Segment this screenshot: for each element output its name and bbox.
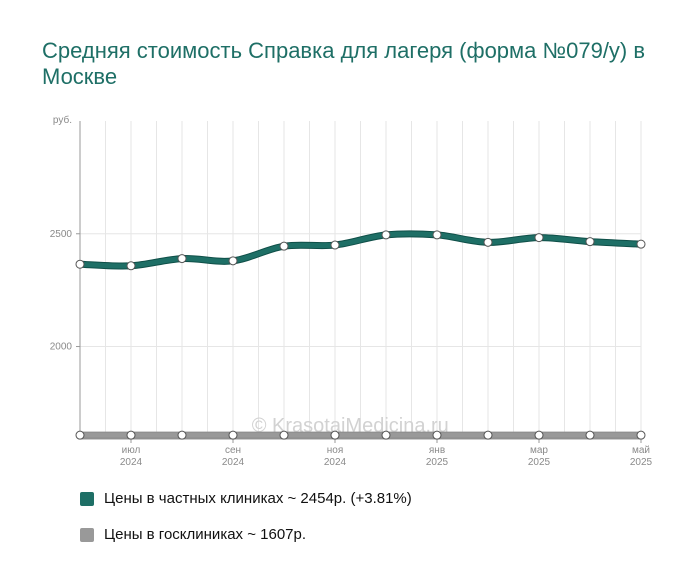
x-tick-label-month: май bbox=[632, 445, 650, 456]
x-tick-label-month: мар bbox=[530, 445, 548, 456]
y-tick-label: 2000 bbox=[50, 342, 73, 353]
data-point bbox=[75, 259, 85, 269]
data-point bbox=[177, 254, 187, 264]
data-point bbox=[432, 430, 442, 440]
x-tick-label-year: 2025 bbox=[528, 457, 551, 468]
data-point bbox=[534, 430, 544, 440]
x-tick-label-year: 2024 bbox=[120, 457, 143, 468]
data-point bbox=[636, 239, 646, 249]
tick-labels: 20002500руб.июл2024сен2024ноя2024янв2025… bbox=[50, 114, 653, 468]
legend-item-private[interactable]: Цены в частных клиниках ~ 2454р. (+3.81%… bbox=[80, 490, 412, 507]
legend-swatch bbox=[80, 491, 94, 506]
data-point bbox=[228, 256, 238, 266]
data-point bbox=[330, 240, 340, 250]
data-point bbox=[585, 237, 595, 247]
data-point bbox=[126, 430, 136, 440]
x-tick-label-month: июл bbox=[122, 445, 141, 456]
x-tick-label-year: 2024 bbox=[222, 457, 245, 468]
data-point bbox=[483, 430, 493, 440]
data-point bbox=[228, 430, 238, 440]
series-layer bbox=[75, 230, 646, 440]
x-tick-label-month: ноя bbox=[327, 445, 344, 456]
data-point bbox=[177, 430, 187, 440]
data-point bbox=[75, 430, 85, 440]
data-point bbox=[381, 430, 391, 440]
data-point bbox=[585, 430, 595, 440]
legend-label: Цены в частных клиниках ~ 2454р. (+3.81%… bbox=[104, 490, 412, 507]
data-point bbox=[126, 261, 136, 271]
legend-swatch bbox=[80, 527, 94, 542]
grid-lines bbox=[80, 121, 642, 439]
data-point bbox=[279, 241, 289, 251]
x-tick-label-year: 2024 bbox=[324, 457, 347, 468]
data-point bbox=[279, 430, 289, 440]
data-point bbox=[483, 237, 493, 247]
legend-label: Цены в госклиниках ~ 1607р. bbox=[104, 526, 307, 543]
data-point bbox=[636, 430, 646, 440]
data-point bbox=[534, 233, 544, 243]
legend-item-public[interactable]: Цены в госклиниках ~ 1607р. bbox=[80, 526, 306, 543]
x-tick-label-year: 2025 bbox=[630, 457, 653, 468]
y-unit-label: руб. bbox=[53, 114, 72, 126]
axes bbox=[76, 121, 642, 443]
data-point bbox=[381, 230, 391, 240]
x-tick-label-month: янв bbox=[429, 445, 445, 456]
x-tick-label-year: 2025 bbox=[426, 457, 449, 468]
chart-title: Средняя стоимость Справка для лагеря (фо… bbox=[42, 38, 646, 89]
data-point bbox=[432, 230, 442, 240]
data-point bbox=[330, 430, 340, 440]
y-tick-label: 2500 bbox=[50, 229, 73, 240]
x-tick-label-month: сен bbox=[225, 445, 241, 456]
